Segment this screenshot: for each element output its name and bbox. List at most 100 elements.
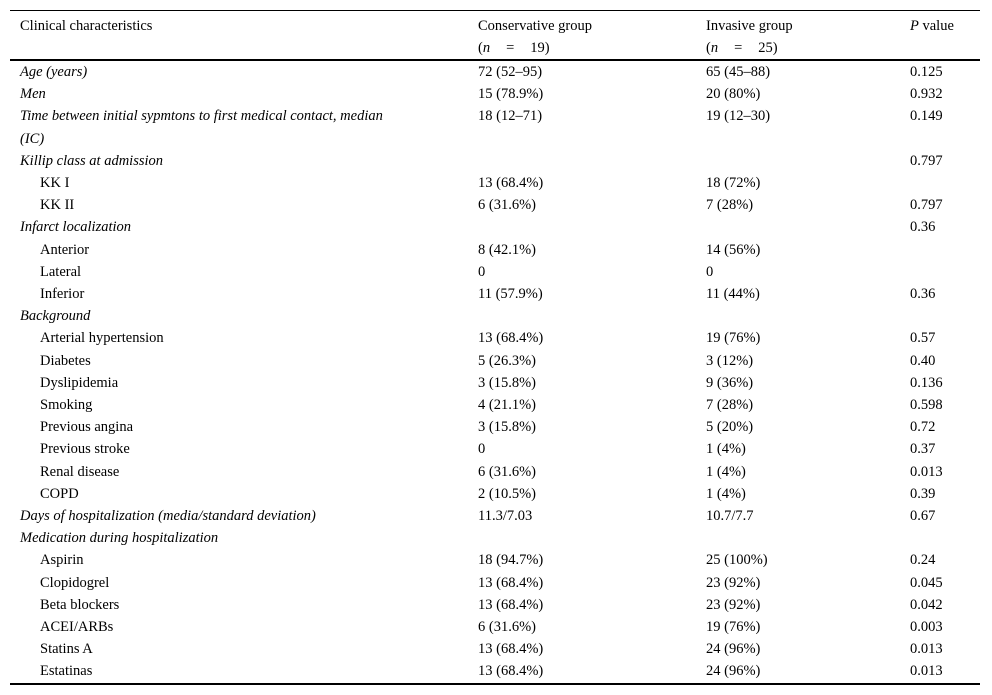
header-row: Clinical characteristics Conservative gr…	[10, 11, 980, 61]
conservative-group-n: (n = 19)	[478, 37, 706, 59]
table-row: Statins A 13 (68.4%) 24 (96%) 0.013	[10, 638, 980, 660]
row-label: Time between initial sypmtons to first m…	[20, 108, 383, 147]
invasive-value: 3 (12%)	[706, 352, 754, 369]
table-row: Men 15 (78.9%) 20 (80%) 0.932	[10, 83, 980, 105]
row-label: Smoking	[40, 397, 93, 414]
row-label: Aspirin	[40, 552, 84, 569]
conservative-value: 6 (31.6%)	[478, 463, 536, 480]
p-value: 0.36	[910, 286, 936, 303]
table-row: Previous angina 3 (15.8%) 5 (20%) 0.72	[10, 416, 980, 438]
conservative-group-name: Conservative group	[478, 18, 592, 34]
p-value: 0.045	[910, 574, 943, 591]
conservative-value: 11 (57.9%)	[478, 286, 543, 303]
table-row: Renal disease 6 (31.6%) 1 (4%) 0.013	[10, 461, 980, 483]
equals-sign: =	[734, 40, 743, 56]
equals-sign: =	[506, 40, 515, 56]
conservative-value	[478, 527, 706, 549]
conservative-value	[478, 216, 706, 238]
p-value: 0.598	[910, 397, 943, 414]
table-row: KK I 13 (68.4%) 18 (72%)	[10, 172, 980, 194]
invasive-value: 1 (4%)	[706, 441, 746, 458]
conservative-value: 3 (15.8%)	[478, 419, 536, 436]
table-row: Aspirin 18 (94.7%) 25 (100%) 0.24	[10, 549, 980, 571]
row-label: KK II	[40, 197, 75, 214]
invasive-value: 25 (100%)	[706, 552, 768, 569]
invasive-value: 19 (12–30)	[706, 108, 771, 125]
table-row: Medication during hospitalization	[10, 527, 980, 549]
row-label: Inferior	[40, 286, 85, 303]
conservative-value	[478, 150, 706, 172]
invasive-value: 7 (28%)	[706, 197, 754, 214]
table-row: Killip class at admission 0.797	[10, 150, 980, 172]
conservative-value: 72 (52–95)	[478, 64, 543, 80]
table-row: Inferior 11 (57.9%) 11 (44%) 0.36	[10, 283, 980, 305]
table-row: Time between initial sypmtons to first m…	[10, 105, 980, 149]
header-conservative-group: Conservative group (n = 19)	[478, 11, 706, 61]
p-value: 0.136	[910, 374, 943, 391]
invasive-value: 23 (92%)	[706, 574, 761, 591]
table-body: Age (years) 72 (52–95) 65 (45–88) 0.125 Men 1…	[10, 60, 980, 684]
invasive-value: 18 (72%)	[706, 175, 761, 192]
conservative-value: 0	[478, 263, 486, 280]
header-p-value: P value	[910, 11, 980, 61]
table-row: Smoking 4 (21.1%) 7 (28%) 0.598	[10, 394, 980, 416]
conservative-value: 4 (21.1%)	[478, 397, 536, 414]
invasive-value: 9 (36%)	[706, 374, 754, 391]
invasive-value: 1 (4%)	[706, 463, 746, 480]
invasive-value	[706, 216, 910, 238]
row-label: Arterial hypertension	[40, 330, 164, 347]
row-label: ACEI/ARBs	[40, 619, 114, 636]
p-value: 0.013	[910, 663, 943, 680]
p-value: 0.37	[910, 441, 936, 458]
conservative-value: 13 (68.4%)	[478, 574, 544, 591]
conservative-value: 13 (68.4%)	[478, 596, 544, 613]
conservative-value: 11.3/7.03	[478, 508, 533, 525]
p-value: 0.57	[910, 330, 936, 347]
row-label: Lateral	[40, 263, 82, 280]
invasive-group-n: (n = 25)	[706, 37, 910, 59]
conservative-value: 13 (68.4%)	[478, 330, 544, 347]
p-value: 0.24	[910, 552, 936, 569]
conservative-value: 6 (31.6%)	[478, 197, 536, 214]
conservative-value: 3 (15.8%)	[478, 374, 536, 391]
row-label: Medication during hospitalization	[20, 530, 219, 547]
p-value: 0.932	[910, 86, 943, 103]
table-row: ACEI/ARBs 6 (31.6%) 19 (76%) 0.003	[10, 616, 980, 638]
conservative-value: 18 (12–71)	[478, 108, 543, 125]
row-label: Killip class at admission	[20, 152, 164, 169]
header-clinical-characteristics: Clinical characteristics	[20, 18, 153, 34]
p-value: 0.36	[910, 219, 936, 236]
n-count: 25)	[758, 40, 778, 56]
p-value	[910, 172, 980, 194]
conservative-value: 18 (94.7%)	[478, 552, 544, 569]
invasive-value	[706, 305, 910, 327]
row-label: Beta blockers	[40, 596, 120, 613]
conservative-value: 0	[478, 441, 486, 458]
p-value: 0.013	[910, 463, 943, 480]
conservative-value: 13 (68.4%)	[478, 663, 544, 680]
invasive-value: 65 (45–88)	[706, 64, 771, 80]
row-label: KK I	[40, 175, 70, 192]
p-value: 0.72	[910, 419, 936, 436]
p-value	[910, 305, 980, 327]
table-row: Lateral 0 0	[10, 261, 980, 283]
n-symbol: n	[710, 40, 719, 56]
table-row: Beta blockers 13 (68.4%) 23 (92%) 0.042	[10, 594, 980, 616]
p-value-word: value	[918, 18, 954, 34]
p-value: 0.797	[910, 152, 943, 169]
row-label: Age (years)	[20, 64, 88, 80]
table-row: Age (years) 72 (52–95) 65 (45–88) 0.125	[10, 60, 980, 83]
paren-open: (	[478, 40, 483, 56]
row-label: Dyslipidemia	[40, 374, 119, 391]
row-label: Estatinas	[40, 663, 93, 680]
n-symbol: n	[482, 40, 491, 56]
p-value	[910, 239, 980, 261]
row-label: Renal disease	[40, 463, 120, 480]
conservative-value: 13 (68.4%)	[478, 175, 544, 192]
p-value: 0.042	[910, 596, 943, 613]
table-row: Diabetes 5 (26.3%) 3 (12%) 0.40	[10, 350, 980, 372]
invasive-value: 24 (96%)	[706, 641, 761, 658]
row-label: Days of hospitalization (media/standard …	[20, 508, 316, 525]
table-row: Background	[10, 305, 980, 327]
p-symbol: P	[910, 18, 919, 34]
